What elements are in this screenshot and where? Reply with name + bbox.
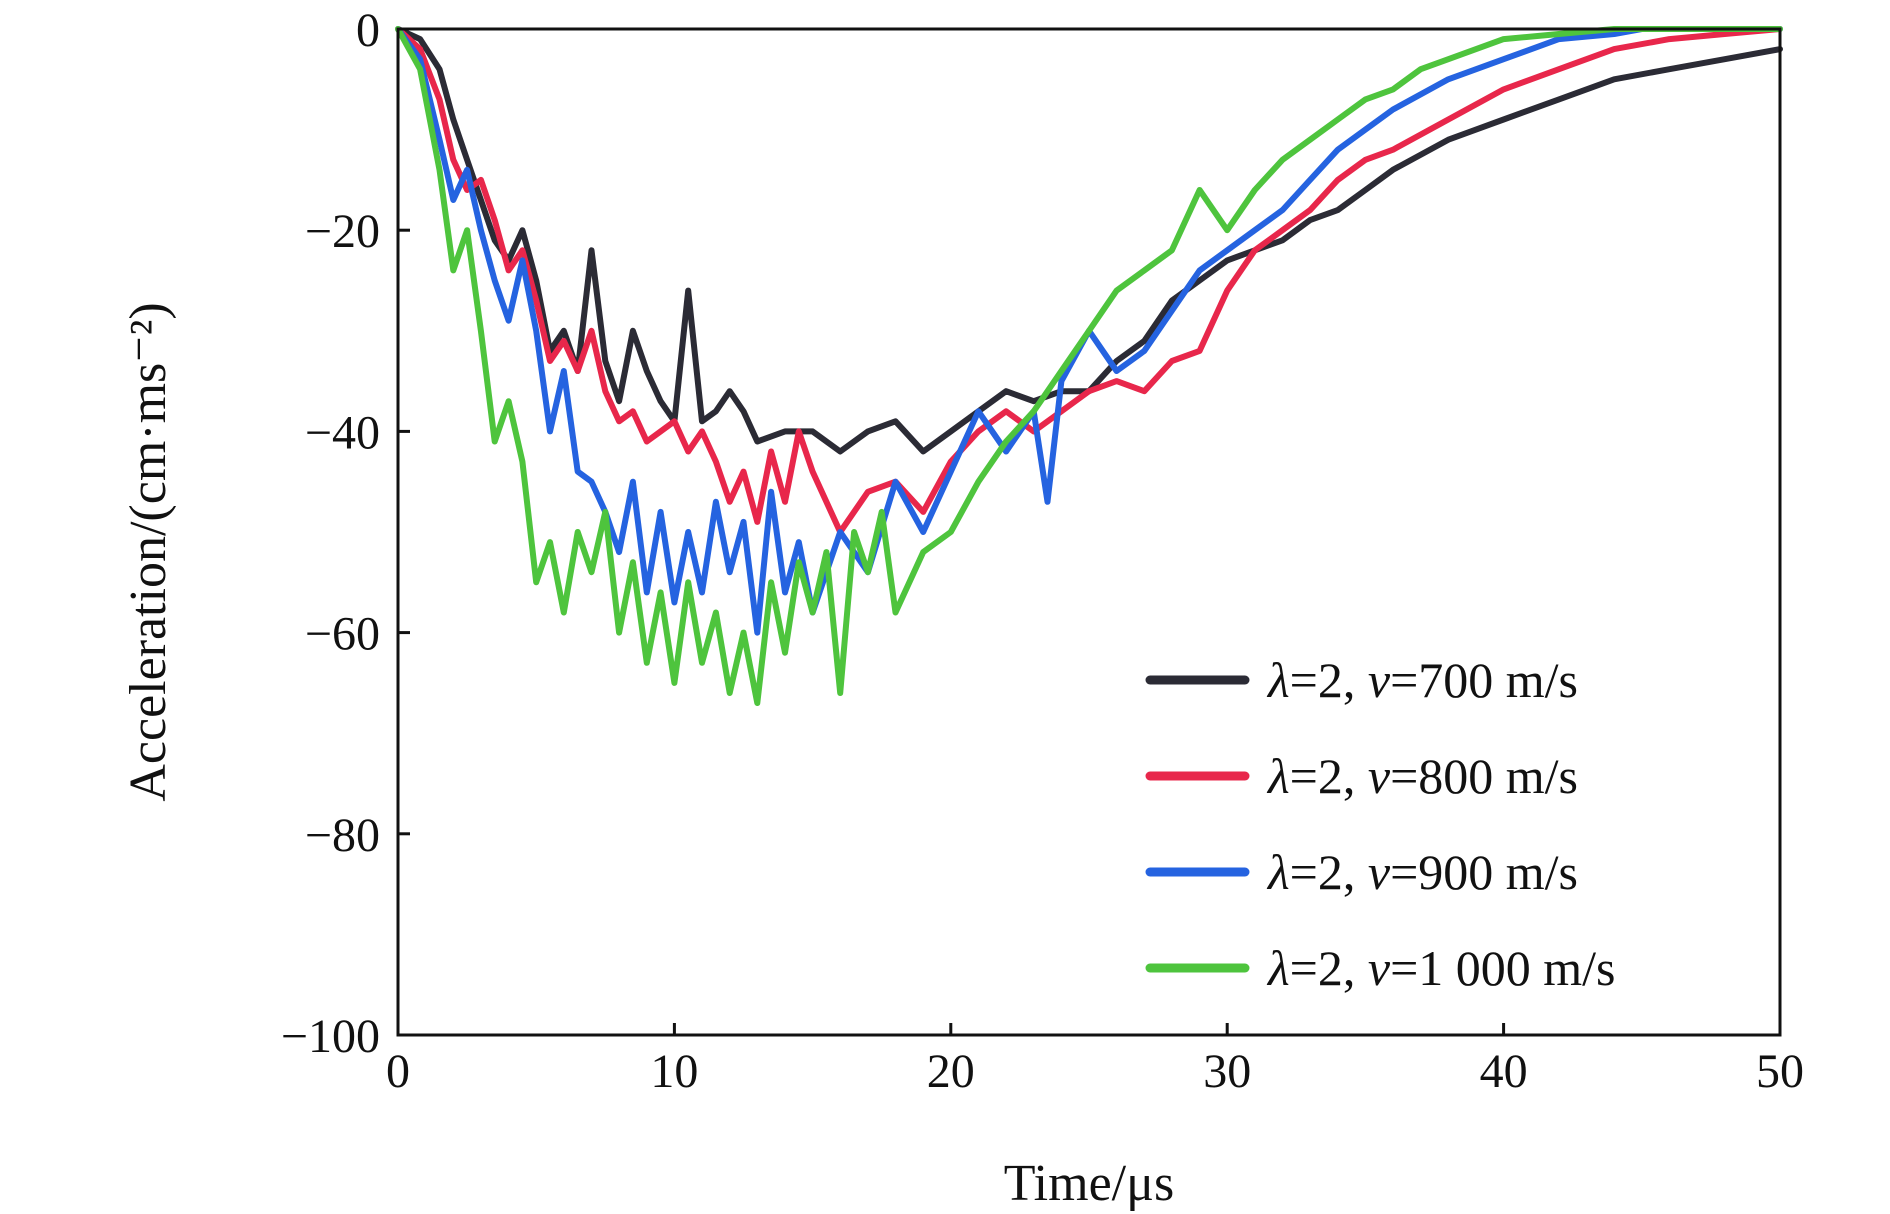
y-tick-label: −40 <box>305 406 380 459</box>
x-tick-label: 40 <box>1480 1045 1528 1098</box>
x-tick-label: 50 <box>1756 1045 1804 1098</box>
series-line-2 <box>395 26 1783 535</box>
legend-label-3: λ=2, v=900 m/s <box>1266 844 1578 900</box>
legend-label-2: λ=2, v=800 m/s <box>1266 748 1578 804</box>
x-axis: 0 10 20 30 40 50 <box>386 1023 1804 1098</box>
legend-label-4: λ=2, v=1 000 m/s <box>1266 940 1616 996</box>
y-tick-label: 0 <box>356 4 380 57</box>
plot-frame <box>396 27 1782 1037</box>
y-tick-label: −60 <box>305 608 380 661</box>
x-tick-label: 30 <box>1203 1045 1251 1098</box>
x-tick-label: 10 <box>650 1045 698 1098</box>
y-tick-label: −80 <box>305 809 380 862</box>
legend-label-1: λ=2, v=700 m/s <box>1266 652 1578 708</box>
x-tick-label: 0 <box>386 1045 410 1098</box>
legend: λ=2, v=700 m/s λ=2, v=800 m/s λ=2, v=900 m… <box>1145 652 1616 996</box>
y-axis-title: Acceleration/(cm·ms⁻²) <box>120 302 177 801</box>
x-tick-label: 20 <box>927 1045 975 1098</box>
y-tick-label: −20 <box>305 205 380 258</box>
y-tick-label: −100 <box>281 1010 380 1063</box>
series-line-1 <box>395 26 1783 455</box>
series-line-4 <box>395 26 1783 706</box>
plot-area <box>395 26 1783 706</box>
x-axis-title: Time/μs <box>1004 1155 1174 1212</box>
y-axis: 0 −20 −40 −60 −80 −100 <box>281 4 410 1063</box>
